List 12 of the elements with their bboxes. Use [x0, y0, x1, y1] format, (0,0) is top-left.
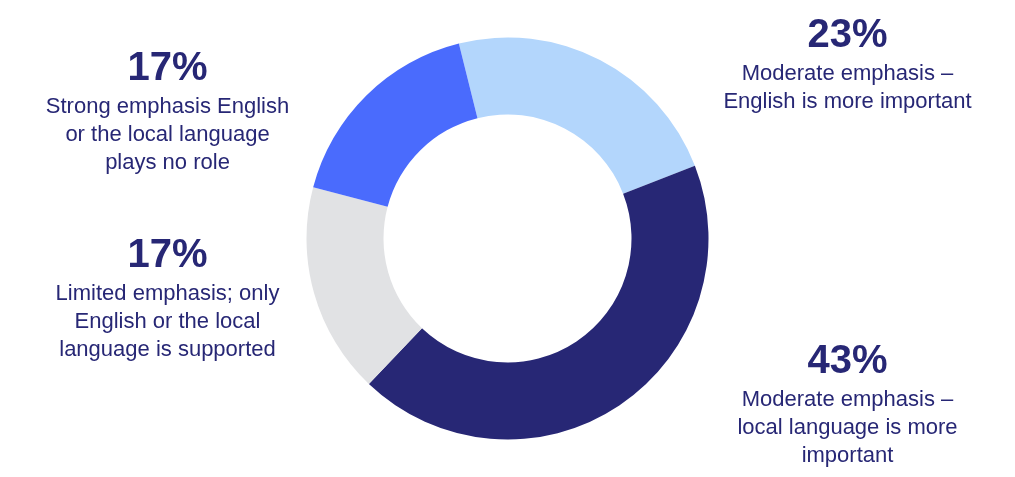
donut-slice [368, 165, 709, 440]
slice-label: Moderate emphasis – English is more important [723, 59, 972, 113]
data-label: 23% [807, 10, 888, 55]
data-label: 43% [807, 337, 888, 382]
donut-slice [306, 187, 422, 385]
slice-label: Limited emphasis; only English or the local language is supported [55, 280, 280, 362]
data-label: 17% [127, 44, 208, 89]
data-label: 17% [127, 231, 208, 276]
donut-slice [458, 37, 695, 194]
donut-slice [313, 43, 478, 207]
slice-label: Moderate emphasis – local language is more important [737, 386, 958, 468]
slice-label: Strong emphasis English or the local language plays no role [45, 93, 290, 175]
